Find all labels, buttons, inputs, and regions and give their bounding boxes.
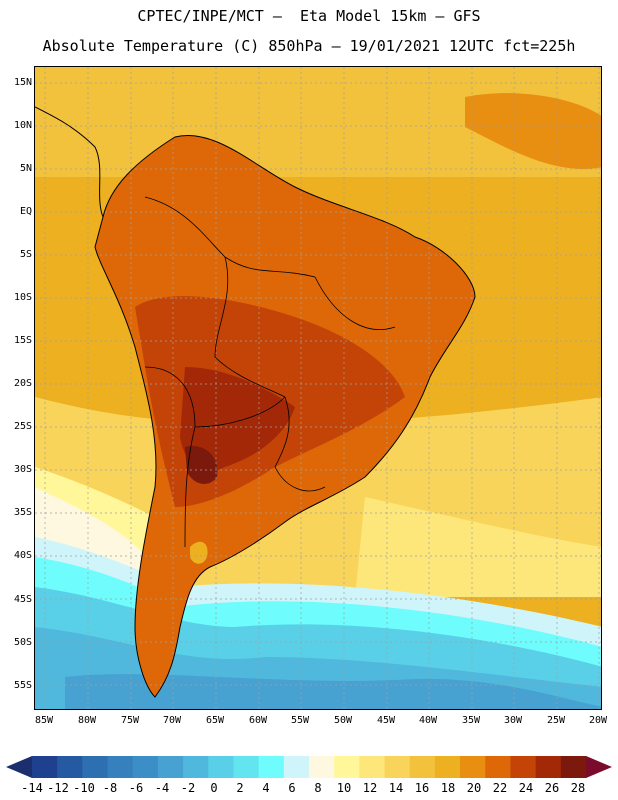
colorbar-label: 16 [414,781,430,795]
colorbar-bin [384,756,411,778]
lon-label: 70W [162,715,182,726]
colorbar-label: 6 [288,781,296,795]
colorbar-bin [132,756,159,778]
lat-label: 55S [13,680,32,691]
lat-label: 15N [13,77,32,88]
map-title-line2: Absolute Temperature (C) 850hPa – 19/01/… [42,37,576,55]
colorbar-over-triangle [586,756,612,778]
lat-label: 5S [19,249,32,260]
colorbar-bin [485,756,511,778]
lat-label: 25S [13,421,32,432]
lon-label: 30W [503,715,523,726]
colorbar-bin [460,756,486,778]
colorbar-label: -2 [180,781,196,795]
colorbar-bin [233,756,260,778]
lat-label: EQ [19,206,32,217]
colorbar-label: 26 [544,781,560,795]
colorbar-label: -10 [73,781,95,795]
colorbar-bin [183,756,209,778]
lon-label: 35W [461,715,481,726]
coastline [94,135,476,698]
colorbar-bin [409,756,436,778]
cold-band-minus4 [65,674,601,709]
colorbar-bin [359,756,386,778]
country-borders [144,196,396,548]
colorbar-label: 2 [236,781,244,795]
colorbar-label: 10 [336,781,352,795]
lon-label: 65W [205,715,225,726]
lat-label: 40S [13,550,32,561]
very-hot-zone [180,367,295,471]
lat-label: 5N [19,163,32,174]
lon-label: 75W [120,715,140,726]
colorbar-label: -8 [102,781,118,795]
lat-label: 15S [13,335,32,346]
colorbar-bin [560,756,587,778]
colorbar-bin [309,756,335,778]
colorbar-bin [107,756,134,778]
colorbar-bin [82,756,109,778]
colorbar-label: 18 [440,781,456,795]
lat-label: 30S [13,464,32,475]
colorbar-label: 28 [570,781,586,795]
lon-label: 60W [248,715,268,726]
colorbar-label: 12 [362,781,378,795]
colorbar-label: 14 [388,781,404,795]
colorbar-bin [32,756,58,778]
colorbar-bin [334,756,360,778]
lat-label: 20S [13,378,32,389]
colorbar-bin [510,756,537,778]
patagonia-warm [190,541,208,564]
lon-label: 80W [77,715,97,726]
temperature-map [34,66,602,710]
colorbar-bin [535,756,562,778]
lat-label: 50S [13,637,32,648]
map-title-line1: CPTEC/INPE/MCT – Eta Model 15km – GFS [137,7,481,25]
colorbar-bin [57,756,83,778]
lon-label: 85W [34,715,54,726]
hottest-zone [185,446,218,484]
colorbar-bin [208,756,234,778]
lon-label: 40W [418,715,438,726]
lon-label: 20W [588,715,608,726]
colorbar-bin [258,756,285,778]
lon-label: 50W [333,715,353,726]
colorbar-label: -12 [47,781,69,795]
cool-subtropical-band [355,497,601,597]
colorbar-under-triangle [6,756,32,778]
lon-label: 45W [376,715,396,726]
colorbar-label: 20 [466,781,482,795]
lat-label: 10N [13,120,32,131]
lat-label: 10S [13,292,32,303]
warm-patch [465,93,601,169]
colorbar-label: 4 [262,781,270,795]
colorbar-label: 24 [518,781,534,795]
colorbar-bin [434,756,461,778]
graticule [35,67,601,709]
lon-label: 25W [546,715,566,726]
colorbar-bin [283,756,310,778]
colorbar-label: -6 [128,781,144,795]
colorbar-bins [32,756,587,778]
lat-label: 45S [13,594,32,605]
colorbar-label: 0 [210,781,218,795]
colorbar-label: 8 [314,781,322,795]
colorbar-label: -4 [154,781,170,795]
lat-label: 35S [13,507,32,518]
lon-label: 55W [290,715,310,726]
temperature-field [35,67,601,709]
colorbar-label: 22 [492,781,508,795]
temperature-colorbar [6,756,612,778]
central-america-coast [35,106,104,218]
colorbar-bin [157,756,184,778]
colorbar-label: -14 [21,781,43,795]
